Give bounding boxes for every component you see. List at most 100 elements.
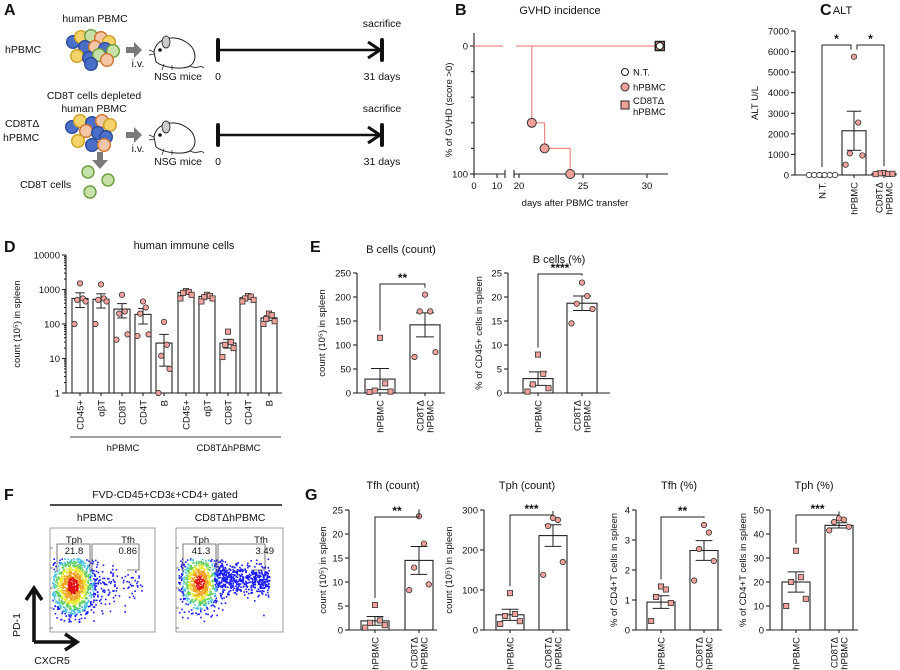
event-dot <box>230 578 233 581</box>
event-dot <box>97 595 99 598</box>
event-dot <box>187 570 189 572</box>
event-dot <box>205 583 208 585</box>
mouse-tail <box>189 150 205 154</box>
event-dot <box>214 595 216 597</box>
event-dot <box>199 594 201 596</box>
event-dot <box>81 570 83 572</box>
event-dot <box>90 609 93 611</box>
event-dot <box>205 568 208 570</box>
event-dot <box>63 594 66 597</box>
data-point <box>163 341 170 348</box>
event-dot <box>60 572 62 575</box>
event-dot <box>224 579 227 582</box>
event-dot <box>67 575 70 578</box>
event-dot <box>261 573 264 576</box>
event-dot <box>250 577 252 580</box>
event-dot <box>242 569 245 572</box>
event-dot <box>200 592 202 595</box>
event-dot <box>193 586 196 589</box>
event-dot <box>235 585 237 588</box>
event-dot <box>54 574 57 577</box>
event-dot <box>78 576 81 579</box>
event-dot <box>185 578 187 581</box>
event-dot <box>216 565 218 568</box>
group-label: hPBMC <box>5 44 42 56</box>
event-dot <box>230 582 232 585</box>
event-dot <box>66 597 69 599</box>
event-dot <box>64 612 66 615</box>
event-dot <box>252 586 255 588</box>
event-dot <box>64 583 67 586</box>
event-dot <box>198 590 201 593</box>
event-dot <box>188 578 190 580</box>
event-dot <box>94 593 96 596</box>
event-dot <box>181 587 183 590</box>
event-dot <box>206 587 209 589</box>
event-dot <box>74 575 77 578</box>
event-dot <box>79 602 82 604</box>
event-dot <box>210 599 213 602</box>
event-dot <box>54 580 57 583</box>
x-tick-label: hPBMC <box>420 637 431 670</box>
event-dot <box>82 586 84 588</box>
event-dot <box>205 594 208 596</box>
arrow-right-icon <box>126 127 142 143</box>
event-dot <box>221 577 224 580</box>
event-dot <box>69 608 71 610</box>
x-tick-label-group: CD45+ <box>76 400 87 430</box>
data-point <box>816 171 823 179</box>
event-dot <box>74 606 77 609</box>
event-dot <box>206 579 209 582</box>
event-dot <box>255 562 258 565</box>
event-dot <box>190 587 193 590</box>
event-dot <box>246 582 249 584</box>
event-dot <box>206 606 208 609</box>
event-dot <box>196 595 199 597</box>
event-dot <box>56 590 58 592</box>
cells-label: human PBMC <box>62 13 128 25</box>
event-dot <box>91 604 93 606</box>
event-dot <box>61 563 64 566</box>
event-dot <box>99 600 101 602</box>
event-dot <box>73 610 76 612</box>
event-dot <box>258 594 260 597</box>
data-point <box>502 613 509 620</box>
event-dot <box>89 571 92 574</box>
event-dot <box>75 566 78 569</box>
event-dot <box>192 588 195 590</box>
event-dot <box>133 597 136 600</box>
event-dot <box>187 617 189 620</box>
event-dot <box>73 585 76 588</box>
panel-labels: A B C D E F G <box>4 2 832 504</box>
event-dot <box>84 562 86 565</box>
data-point-hPBMC <box>565 169 576 179</box>
event-dot <box>89 591 92 594</box>
event-dot <box>238 588 240 591</box>
event-dot <box>216 580 219 582</box>
event-dot <box>86 570 88 572</box>
x-tick-label: hPBMC <box>583 400 594 433</box>
data-point <box>158 352 165 359</box>
event-dot <box>200 560 203 563</box>
event-dot <box>203 568 206 570</box>
event-dot <box>195 612 197 614</box>
event-dot <box>192 594 194 597</box>
event-dot <box>193 589 196 592</box>
event-dot <box>195 560 198 563</box>
event-dot <box>70 612 72 615</box>
event-dot <box>110 572 112 574</box>
event-dot <box>200 602 203 604</box>
event-dot <box>184 588 187 591</box>
event-dot <box>62 587 65 590</box>
event-dot <box>238 583 241 585</box>
event-dot <box>73 608 75 610</box>
event-dot <box>233 587 235 590</box>
event-dot <box>89 570 92 572</box>
event-dot <box>53 577 55 580</box>
event-dot <box>267 589 269 592</box>
event-dot <box>189 573 192 576</box>
event-dot <box>91 585 93 588</box>
event-dot <box>139 584 142 586</box>
event-dot <box>201 600 204 603</box>
event-dot <box>267 585 269 588</box>
